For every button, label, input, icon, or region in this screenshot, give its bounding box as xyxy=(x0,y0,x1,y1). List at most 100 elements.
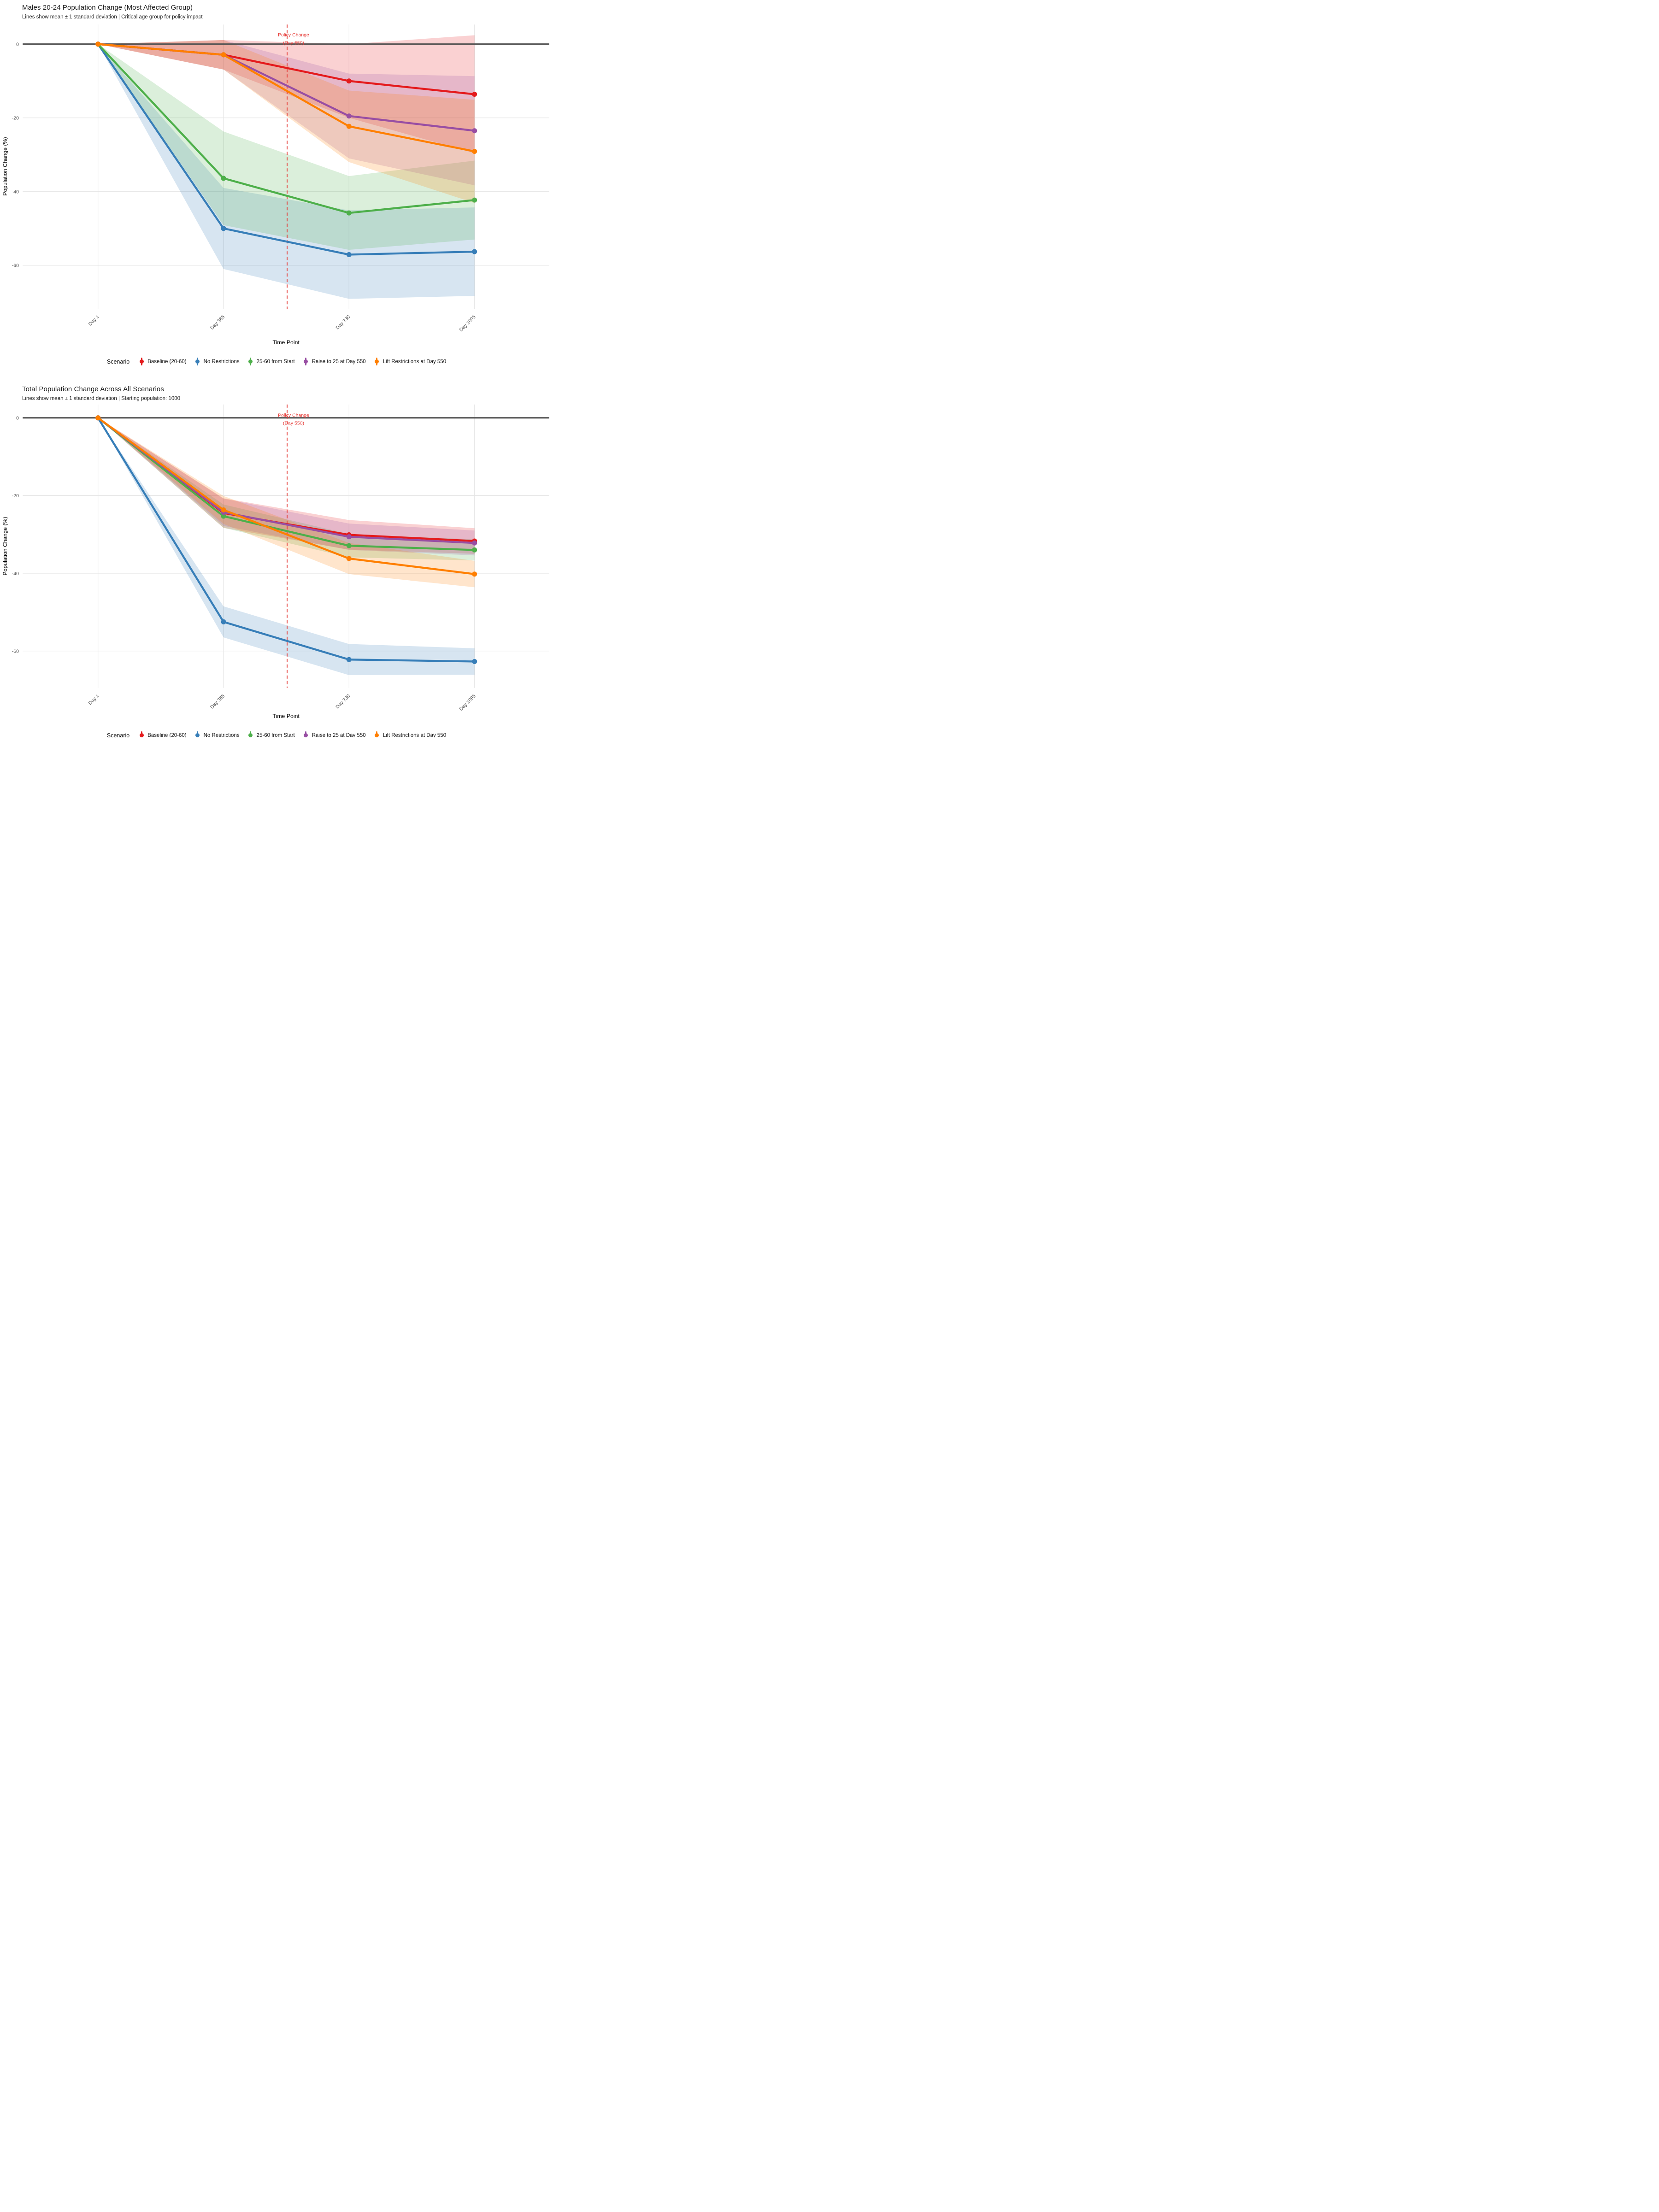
x-tick-label: Day 730 xyxy=(335,314,351,331)
data-point xyxy=(472,249,477,254)
data-point xyxy=(472,547,477,553)
legend-key-pointrange-icon xyxy=(303,358,309,365)
data-point xyxy=(472,540,477,546)
data-point xyxy=(95,41,101,47)
y-tick-label: -40 xyxy=(12,189,19,195)
data-point xyxy=(346,124,352,129)
data-point xyxy=(472,149,477,154)
legend-item: 25-60 from Start xyxy=(248,358,295,365)
legend-key-pointrange-icon xyxy=(195,731,200,737)
chart1-title: Males 20-24 Population Change (Most Affe… xyxy=(22,4,193,12)
legend-item: Baseline (20-60) xyxy=(139,731,187,738)
x-axis-title: Time Point xyxy=(273,713,300,719)
x-tick-label: Day 365 xyxy=(209,693,226,710)
data-point xyxy=(472,197,477,203)
y-axis-title: Population Change (%) xyxy=(2,137,8,195)
series-line xyxy=(97,417,476,663)
data-point xyxy=(221,507,226,513)
data-point xyxy=(221,619,226,624)
data-point xyxy=(221,52,226,58)
legend-label: Lift Restrictions at Day 550 xyxy=(382,359,447,365)
legend-key-pointrange-icon xyxy=(139,731,144,737)
legend-label: 25-60 from Start xyxy=(256,359,295,365)
chart1-subtitle: Lines show mean ± 1 standard deviation |… xyxy=(22,14,203,20)
legend-item: Lift Restrictions at Day 550 xyxy=(374,731,446,737)
sd-ribbon xyxy=(98,44,475,250)
policy-annotation-line1: Policy Change xyxy=(278,32,309,38)
data-point xyxy=(95,415,101,421)
x-tick-label: Day 730 xyxy=(335,693,351,710)
sd-ribbon xyxy=(98,40,475,186)
legend-item: No Restrictions xyxy=(195,731,240,737)
y-tick-label: -20 xyxy=(12,116,19,121)
data-point xyxy=(346,543,352,548)
sd-ribbon xyxy=(98,418,475,675)
y-tick-label: -60 xyxy=(12,648,19,654)
chart2-subtitle: Lines show mean ± 1 standard deviation |… xyxy=(22,396,181,401)
x-tick-label: Day 1095 xyxy=(459,693,477,712)
data-point xyxy=(346,210,352,216)
data-point xyxy=(472,659,477,664)
data-point xyxy=(221,226,226,231)
legend-key-pointrange-icon xyxy=(303,731,309,737)
data-point xyxy=(346,534,352,540)
x-tick-label: Day 365 xyxy=(209,314,226,331)
legend-key-pointrange-icon xyxy=(374,358,380,365)
legend-item: Lift Restrictions at Day 550 xyxy=(374,358,446,365)
data-point xyxy=(472,571,477,577)
y-tick-label: -60 xyxy=(12,263,19,269)
legend-item: Raise to 25 at Day 550 xyxy=(303,358,366,365)
legend-item: Baseline (20-60) xyxy=(139,358,187,365)
policy-annotation-line2: (Day 550) xyxy=(283,41,304,46)
data-point xyxy=(346,113,352,119)
legend-label: Raise to 25 at Day 550 xyxy=(312,359,366,365)
x-axis-title: Time Point xyxy=(273,339,300,346)
chart1-legend: Scenario Baseline (20-60) No Restrictions 2… xyxy=(0,358,553,365)
y-tick-label: 0 xyxy=(16,42,19,47)
y-tick-label: -20 xyxy=(12,493,19,499)
legend-item: 25-60 from Start xyxy=(248,731,295,737)
y-tick-label: -40 xyxy=(12,571,19,577)
legend-item: No Restrictions xyxy=(195,358,240,365)
series-line xyxy=(97,43,476,214)
legend-key-pointrange-icon xyxy=(374,731,380,737)
policy-annotation-line1: Policy Change xyxy=(278,413,309,418)
legend-label: No Restrictions xyxy=(203,359,240,365)
legend-label: 25-60 from Start xyxy=(256,732,295,738)
legend-label: Lift Restrictions at Day 550 xyxy=(382,732,447,738)
legend-label: Baseline (20-60) xyxy=(147,359,187,365)
data-point xyxy=(221,176,226,181)
policy-annotation-line2: (Day 550) xyxy=(283,421,304,426)
chart2-title: Total Population Change Across All Scena… xyxy=(22,385,164,393)
sd-ribbon xyxy=(98,40,475,203)
x-tick-label: Day 1 xyxy=(88,314,100,327)
series-line xyxy=(97,417,476,551)
legend-label: Raise to 25 at Day 550 xyxy=(312,732,366,738)
legend-key-pointrange-icon xyxy=(139,358,144,365)
legend-key-pointrange-icon xyxy=(248,358,253,365)
data-point xyxy=(472,92,477,97)
charts-canvas: 0 -20 -40 -60 Day 1 Day 365 Day 730 Day 1095 Tim… xyxy=(2,24,549,719)
y-axis-title: Population Change (%) xyxy=(2,517,8,575)
legend-label: Baseline (20-60) xyxy=(147,732,187,738)
series-line xyxy=(97,43,476,153)
data-point xyxy=(346,78,352,84)
figure-page: Males 20-24 Population Change (Most Affe… xyxy=(0,0,553,737)
data-point xyxy=(472,128,477,134)
x-tick-label: Day 1095 xyxy=(459,314,477,333)
legend-item: Raise to 25 at Day 550 xyxy=(303,731,366,737)
sd-ribbon xyxy=(98,35,475,153)
legend-label: No Restrictions xyxy=(203,732,240,738)
sd-ribbon xyxy=(98,418,475,588)
data-point xyxy=(221,513,226,519)
legend-key-pointrange-icon xyxy=(195,358,200,365)
data-point xyxy=(346,556,352,561)
chart2-legend: Scenario Baseline (20-60) No Restrictions 2… xyxy=(0,731,553,737)
legend-key-pointrange-icon xyxy=(248,731,253,737)
legend-title: Scenario xyxy=(106,732,130,738)
y-tick-label: 0 xyxy=(16,416,19,421)
series-line xyxy=(97,417,476,575)
legend-title: Scenario xyxy=(106,358,130,365)
data-point xyxy=(346,657,352,662)
sd-ribbon xyxy=(98,44,475,299)
